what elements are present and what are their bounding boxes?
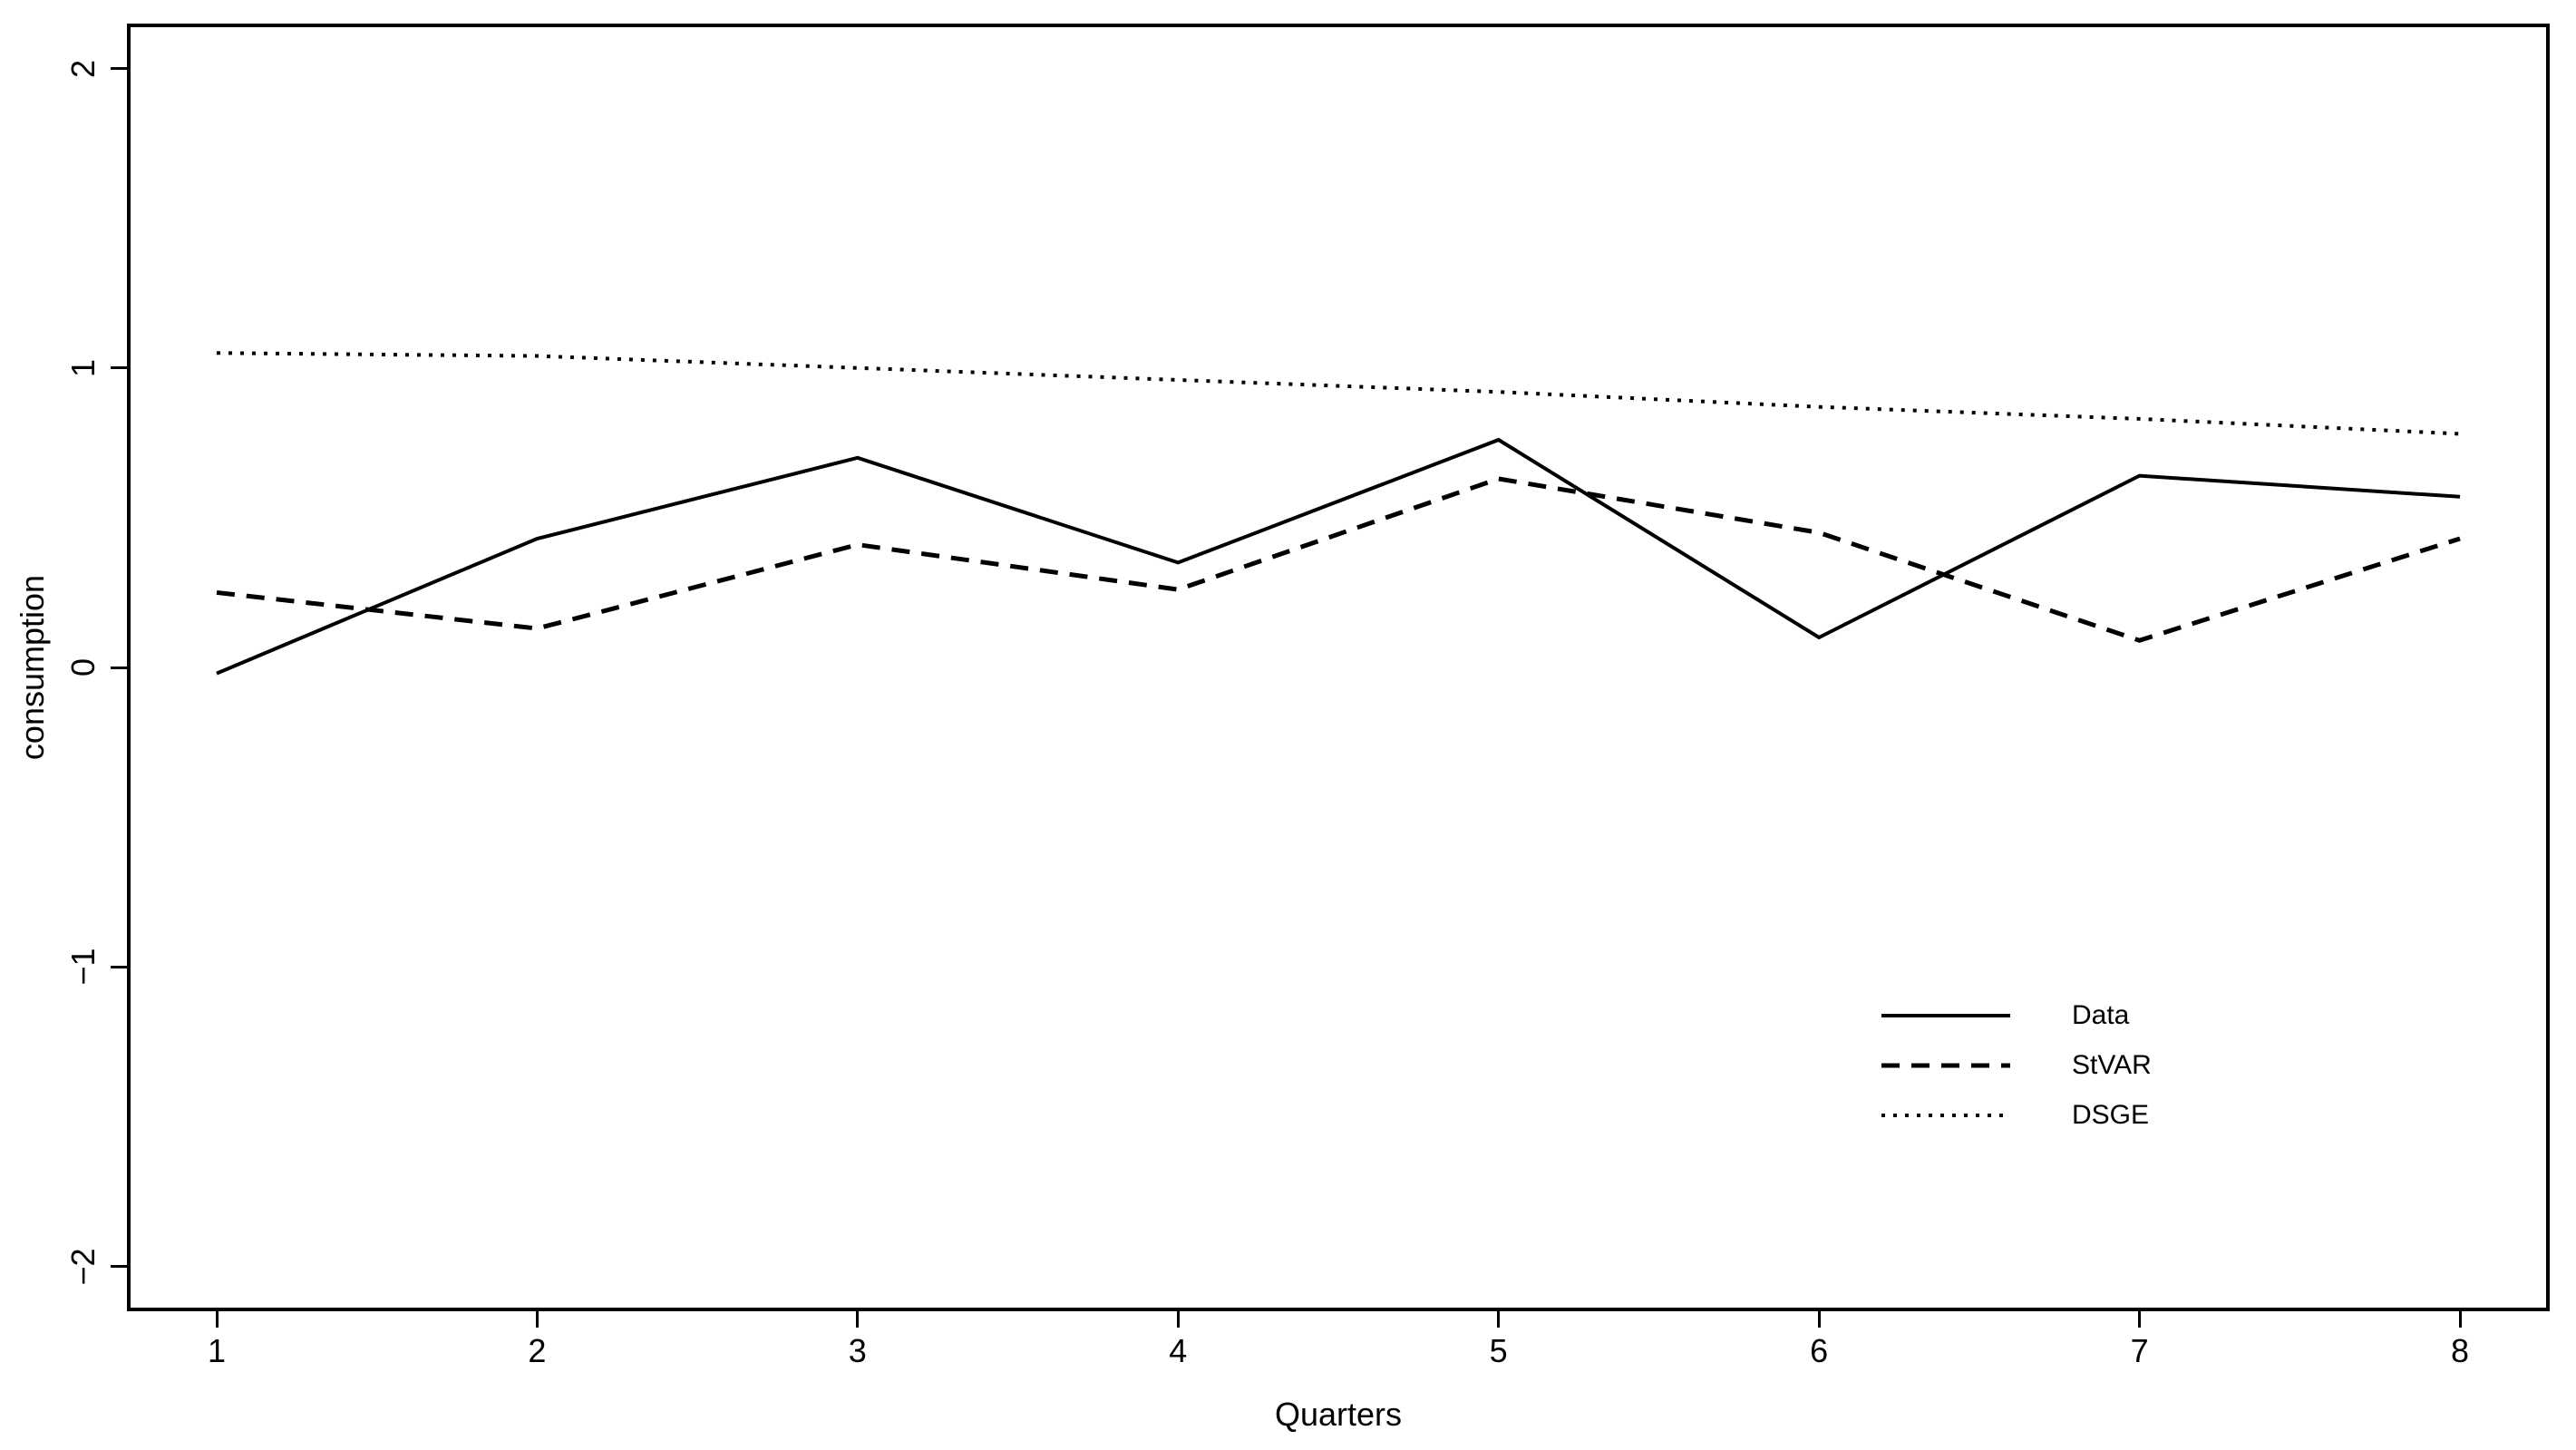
y-tick	[111, 666, 127, 669]
legend-entry-data: Data	[1881, 990, 2152, 1040]
x-tick	[856, 1311, 860, 1328]
x-tick	[1176, 1311, 1180, 1328]
legend-label: DSGE	[2072, 1099, 2150, 1130]
y-tick-label: −2	[64, 1247, 102, 1286]
y-tick	[111, 67, 127, 70]
series-line-stvar	[216, 476, 2461, 643]
y-tick-label: 2	[64, 59, 102, 78]
legend-label: StVAR	[2072, 1049, 2152, 1080]
y-tick	[111, 1265, 127, 1268]
y-tick-label: −1	[64, 948, 102, 986]
legend-line-dotted-icon	[1881, 1113, 2010, 1117]
x-tick-label: 5	[1489, 1332, 1508, 1369]
x-tick	[2138, 1311, 2142, 1328]
x-tick-label: 7	[2130, 1332, 2149, 1369]
x-tick	[535, 1311, 539, 1328]
legend-line-solid-icon	[1881, 1013, 2010, 1017]
x-tick	[1497, 1311, 1501, 1328]
x-tick-label: 3	[848, 1332, 867, 1369]
x-tick	[1817, 1311, 1821, 1328]
x-tick-label: 1	[207, 1332, 227, 1369]
x-tick-label: 4	[1169, 1332, 1188, 1369]
legend-line-dashed-icon	[1881, 1063, 2010, 1067]
series-line-dsge	[216, 351, 2461, 436]
x-axis-title: Quarters	[1274, 1396, 1403, 1433]
y-tick	[111, 366, 127, 370]
x-tick	[215, 1311, 219, 1328]
y-axis-title: consumption	[14, 574, 51, 761]
x-tick-label: 2	[528, 1332, 547, 1369]
y-tick-label: 1	[64, 358, 102, 377]
y-tick	[111, 965, 127, 968]
series-line-data	[216, 437, 2461, 676]
x-tick	[2458, 1311, 2462, 1328]
legend-entry-dsge: DSGE	[1881, 1090, 2152, 1140]
legend-entry-stvar: StVAR	[1881, 1040, 2152, 1090]
legend-label: Data	[2072, 999, 2130, 1030]
legend: Data StVAR DSGE	[1881, 990, 2152, 1140]
plot-area	[127, 24, 2550, 1311]
x-tick-label: 8	[2450, 1332, 2470, 1369]
y-tick-label: 0	[64, 657, 102, 677]
plot-border	[127, 24, 2550, 1311]
x-tick-label: 6	[1810, 1332, 1829, 1369]
